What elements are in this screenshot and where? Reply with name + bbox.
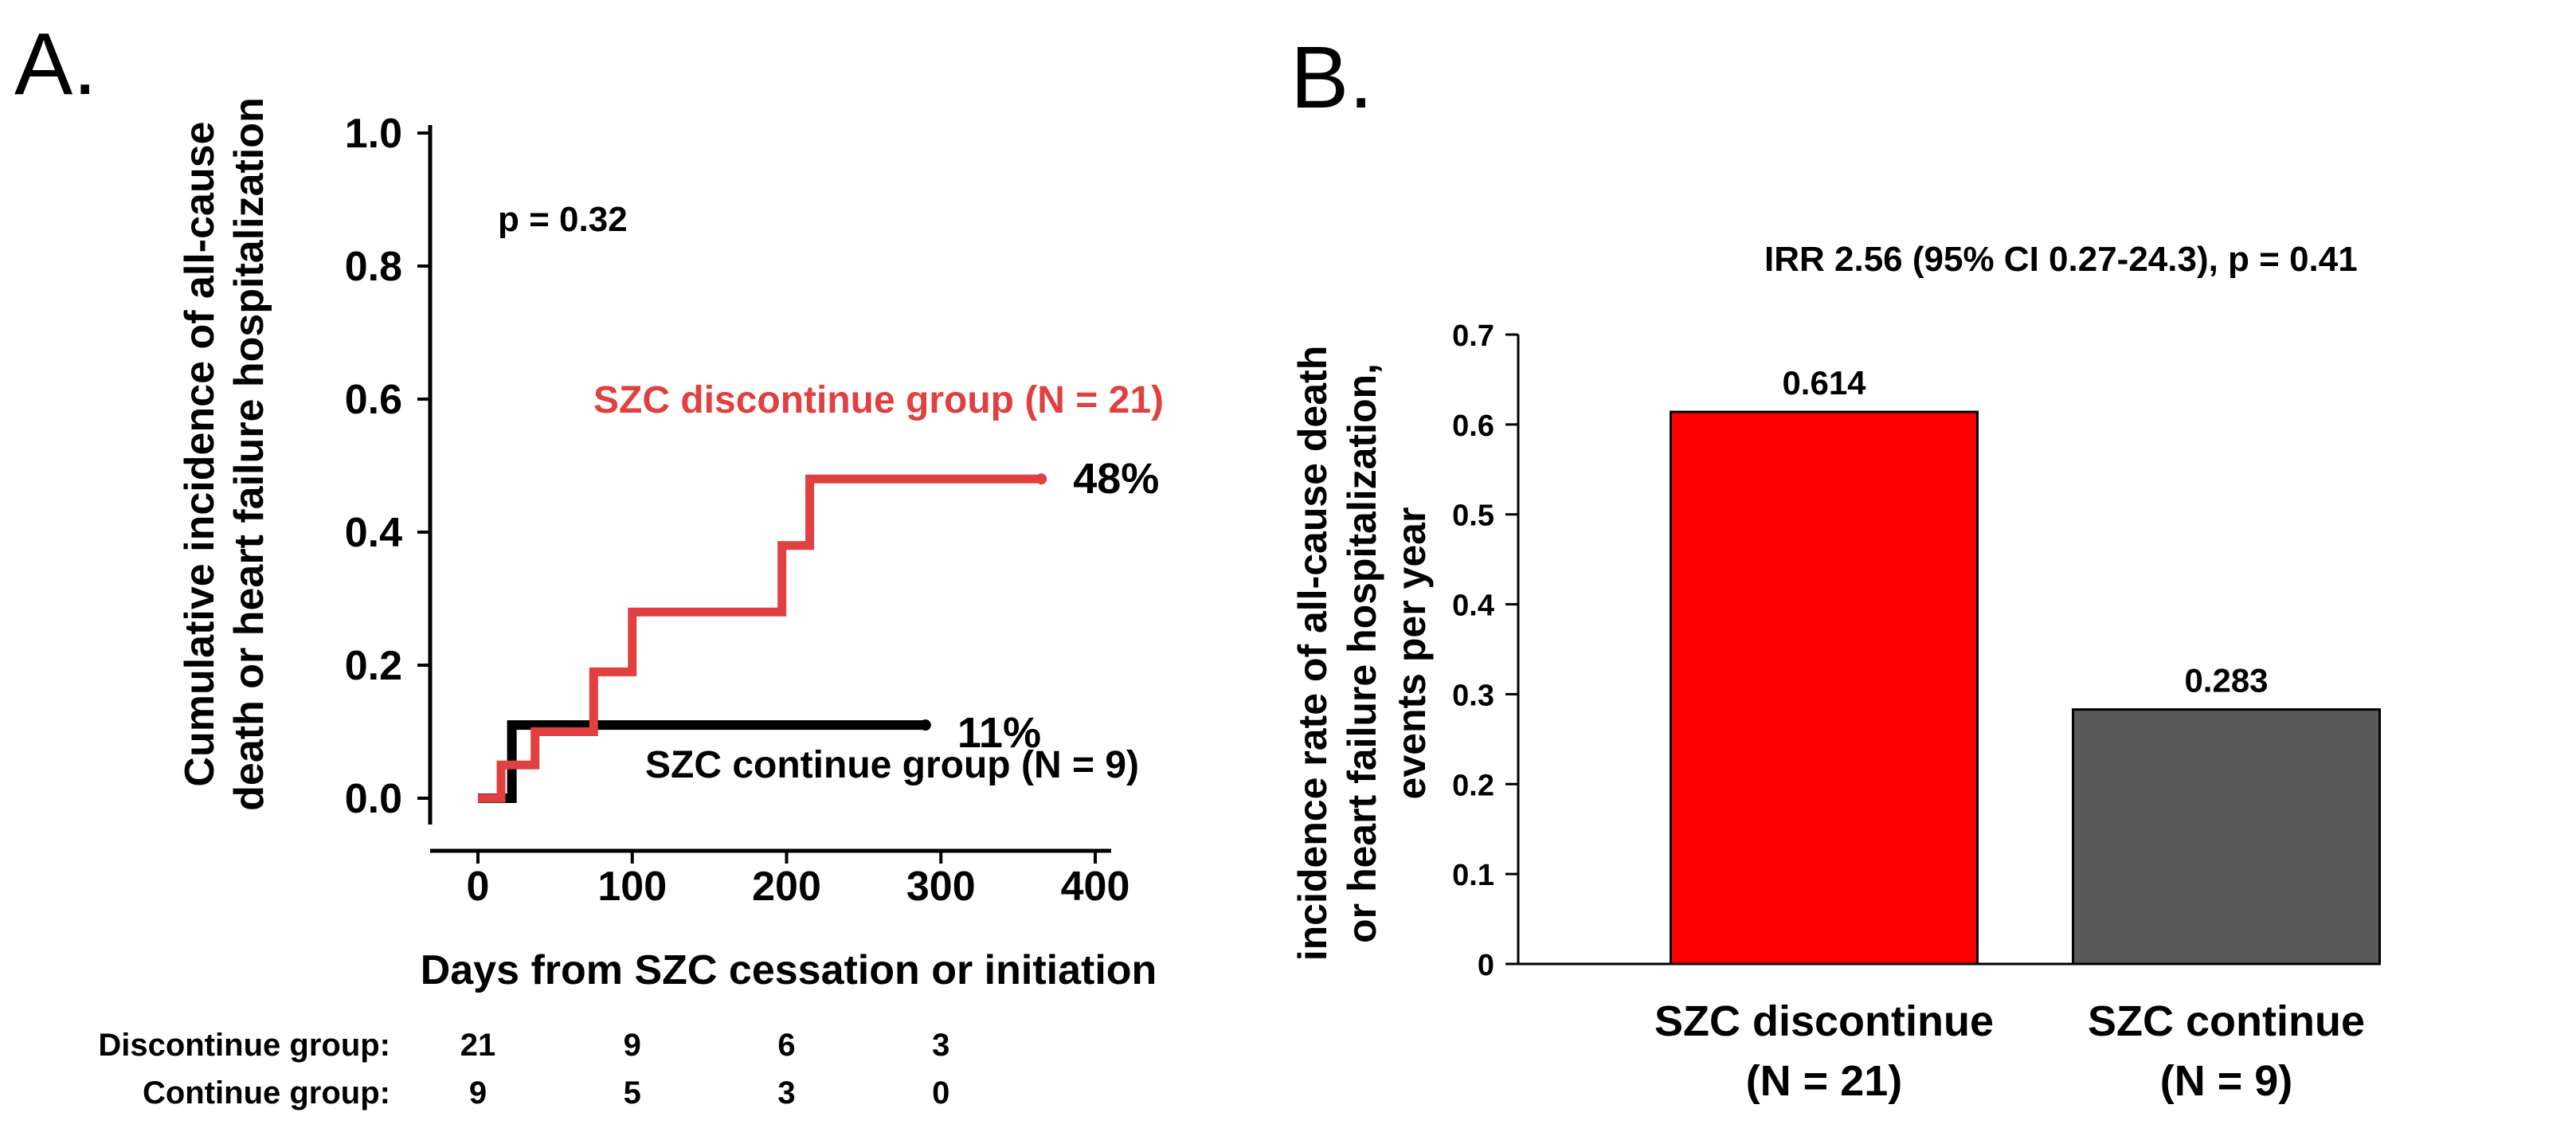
y-tick-label: 0.3 — [1452, 679, 1494, 712]
x-axis-title: Days from SZC cessation or initiation — [421, 947, 1157, 993]
end-label-continue: 11% — [957, 709, 1041, 757]
y-tick-label: 0.4 — [345, 510, 402, 556]
risk-cell: 9 — [624, 1028, 641, 1063]
y-axis-title-line-3: events per year — [1389, 507, 1434, 800]
y-tick-label: 0.4 — [1452, 590, 1494, 623]
series-label-discontinue: SZC discontinue group (N = 21) — [593, 379, 1164, 421]
y-axis-title-line-1: Cumulative incidence of all-cause — [177, 121, 223, 786]
chart-title: IRR 2.56 (95% CI 0.27-24.3), p = 0.41 — [1764, 240, 2358, 279]
y-axis-title-line-2: death or heart failure hospitalization — [226, 97, 272, 811]
series-label-continue: SZC continue group (N = 9) — [645, 744, 1139, 786]
risk-cell: 0 — [932, 1075, 949, 1111]
panel-b-label: B. — [1290, 29, 1373, 127]
y-tick-label: 0.1 — [1452, 859, 1494, 892]
y-axis-title-line-1: incidence rate of all-cause death — [1290, 346, 1335, 962]
bar-value-label: 0.283 — [2184, 662, 2268, 699]
category-label-line-1: SZC continue — [2088, 997, 2365, 1045]
category-label-line-2: (N = 21) — [1746, 1057, 1903, 1105]
y-tick-label: 0.0 — [345, 776, 402, 822]
series-endpoint — [919, 719, 931, 731]
risk-row-label: Discontinue group: — [98, 1028, 390, 1063]
y-tick-label: 0.6 — [1452, 409, 1494, 443]
end-label-discontinue: 48% — [1073, 455, 1159, 503]
y-tick-label: 0.2 — [345, 643, 402, 689]
risk-cell: 3 — [777, 1075, 795, 1111]
risk-cell: 5 — [624, 1075, 641, 1111]
y-tick-label: 0.6 — [345, 377, 402, 423]
bar — [2072, 708, 2381, 966]
category-label-line-2: (N = 9) — [2160, 1057, 2293, 1105]
y-tick-label: 0.8 — [345, 244, 402, 290]
risk-table: Discontinue group: 21 9 6 3 Continue group: 9 5… — [98, 1028, 949, 1111]
x-tick-label: 300 — [906, 864, 976, 910]
risk-cell: 21 — [460, 1028, 496, 1063]
risk-cell: 9 — [469, 1075, 487, 1111]
category-label-line-1: SZC discontinue — [1654, 997, 1994, 1045]
series-endpoint — [1035, 473, 1047, 485]
risk-row-label: Continue group: — [143, 1075, 390, 1111]
y-tick-label: 0.7 — [1452, 319, 1494, 353]
series-line-discontinue — [478, 474, 1042, 803]
y-tick-label: 0.5 — [1452, 499, 1494, 533]
y-axis-title-line-2: or heart failure hospitalization, — [1340, 363, 1384, 943]
y-axis-title: Cumulative incidence of all-cause death o… — [177, 97, 272, 811]
bar — [1670, 410, 1979, 966]
x-tick-label: 200 — [752, 864, 821, 910]
x-tick-label: 0 — [467, 864, 490, 910]
y-tick-label: 0.2 — [1452, 769, 1494, 802]
bar-value-label: 0.614 — [1782, 364, 1866, 402]
risk-cell: 3 — [932, 1028, 949, 1063]
risk-cell: 6 — [777, 1028, 795, 1063]
y-axis-title: incidence rate of all-cause death or hear… — [1290, 346, 1434, 962]
y-tick-label: 0 — [1478, 949, 1494, 982]
x-tick-label: 400 — [1061, 864, 1130, 910]
panel-a-label: A. — [14, 15, 97, 113]
x-tick-label: 100 — [597, 864, 667, 910]
panel-a: A. 0.0 0.2 0.4 0.6 0.8 1.0 0 100 200 300 400 Days fr… — [14, 15, 1164, 1111]
p-value-annotation: p = 0.32 — [498, 200, 628, 239]
panel-b: B. IRR 2.56 (95% CI 0.27-24.3), p = 0.41 0… — [1290, 29, 2381, 1105]
y-tick-label: 1.0 — [345, 111, 402, 157]
